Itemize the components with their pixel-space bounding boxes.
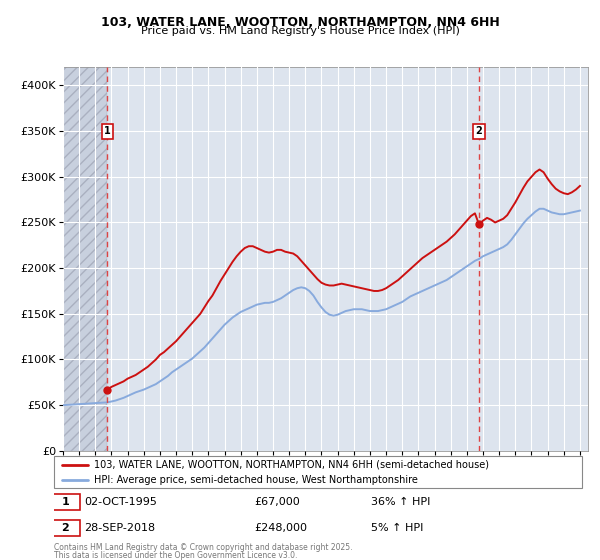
Text: Contains HM Land Registry data © Crown copyright and database right 2025.: Contains HM Land Registry data © Crown c…	[54, 543, 353, 552]
FancyBboxPatch shape	[54, 456, 582, 488]
Text: 28-SEP-2018: 28-SEP-2018	[85, 523, 156, 533]
Text: HPI: Average price, semi-detached house, West Northamptonshire: HPI: Average price, semi-detached house,…	[94, 475, 418, 485]
Text: 2: 2	[61, 523, 69, 533]
Text: 103, WATER LANE, WOOTTON, NORTHAMPTON, NN4 6HH: 103, WATER LANE, WOOTTON, NORTHAMPTON, N…	[101, 16, 499, 29]
Text: 1: 1	[61, 497, 69, 507]
Text: £67,000: £67,000	[254, 497, 301, 507]
Text: 5% ↑ HPI: 5% ↑ HPI	[371, 523, 423, 533]
FancyBboxPatch shape	[50, 494, 80, 510]
Text: 02-OCT-1995: 02-OCT-1995	[85, 497, 157, 507]
Text: 103, WATER LANE, WOOTTON, NORTHAMPTON, NN4 6HH (semi-detached house): 103, WATER LANE, WOOTTON, NORTHAMPTON, N…	[94, 460, 488, 470]
Text: 1: 1	[104, 126, 111, 136]
Text: £248,000: £248,000	[254, 523, 308, 533]
Text: This data is licensed under the Open Government Licence v3.0.: This data is licensed under the Open Gov…	[54, 551, 298, 560]
Text: Price paid vs. HM Land Registry's House Price Index (HPI): Price paid vs. HM Land Registry's House …	[140, 26, 460, 36]
Text: 36% ↑ HPI: 36% ↑ HPI	[371, 497, 430, 507]
FancyBboxPatch shape	[50, 520, 80, 536]
Text: 2: 2	[476, 126, 482, 136]
